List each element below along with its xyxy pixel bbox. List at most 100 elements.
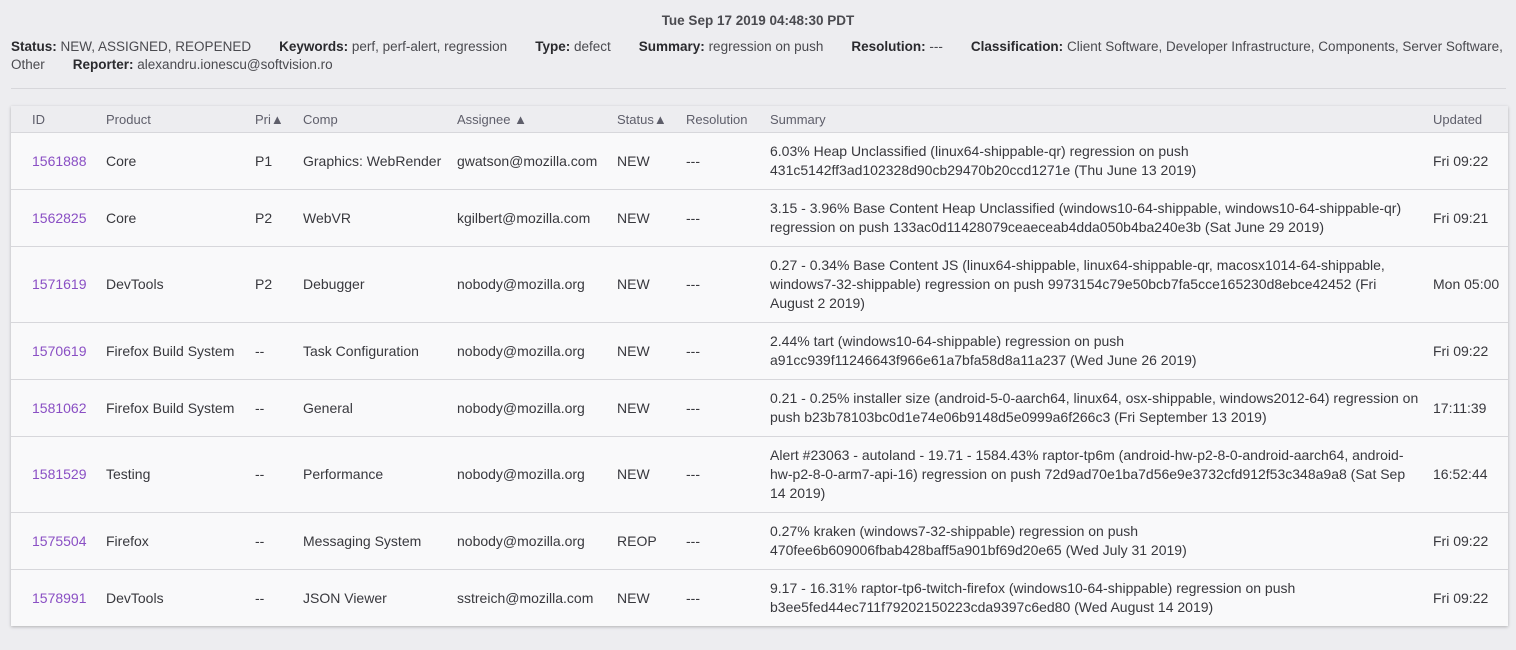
filter-label: Resolution:	[851, 39, 926, 54]
filter-label: Type:	[535, 39, 571, 54]
filter-keywords: Keywords: perf, perf-alert, regression	[279, 39, 507, 54]
cell-id: 1571619	[11, 246, 106, 323]
bug-id-link[interactable]: 1562825	[32, 209, 87, 226]
cell-status: NEW	[617, 322, 686, 380]
cell-id: 1570619	[11, 322, 106, 380]
cell-component: General	[303, 379, 457, 437]
filter-reporter: Reporter: alexandru.ionescu@softvision.r…	[73, 57, 333, 72]
cell-assignee: sstreich@mozilla.com	[457, 569, 617, 626]
cell-assignee: nobody@mozilla.org	[457, 379, 617, 437]
cell-summary: 2.44% tart (windows10-64-shippable) regr…	[770, 322, 1433, 380]
column-header-priority[interactable]: Pri▲	[255, 106, 303, 133]
cell-assignee: nobody@mozilla.org	[457, 436, 617, 513]
cell-updated: 17:11:39	[1433, 379, 1508, 437]
bug-id-link[interactable]: 1578991	[32, 589, 87, 606]
table-row[interactable]: 1562825 Core P2 WebVR kgilbert@mozilla.com NE…	[11, 189, 1508, 247]
filter-classification: Classification: Client Software, Develop…	[11, 39, 1503, 72]
cell-priority: --	[255, 569, 303, 626]
filter-value: NEW, ASSIGNED, REOPENED	[60, 39, 252, 54]
cell-summary: 3.15 - 3.96% Base Content Heap Unclassif…	[770, 189, 1433, 247]
column-header-component[interactable]: Comp	[303, 106, 457, 133]
cell-updated: Mon 05:00	[1433, 246, 1508, 323]
bug-id-link[interactable]: 1561888	[32, 152, 87, 169]
cell-updated: Fri 09:22	[1433, 322, 1508, 380]
report-datetime: Tue Sep 17 2019 04:48:30 PDT	[661, 13, 855, 28]
cell-status: NEW	[617, 436, 686, 513]
cell-assignee: nobody@mozilla.org	[457, 512, 617, 570]
cell-resolution: ---	[686, 512, 770, 570]
column-header-product[interactable]: Product	[106, 106, 255, 133]
table-row[interactable]: 1575504 Firefox -- Messaging System nobody@m…	[11, 512, 1508, 570]
column-header-status[interactable]: Status▲	[617, 106, 686, 133]
cell-updated: Fri 09:22	[1433, 512, 1508, 570]
cell-resolution: ---	[686, 379, 770, 437]
table-row[interactable]: 1581529 Testing -- Performance nobody@mozill…	[11, 436, 1508, 513]
cell-summary: 0.27 - 0.34% Base Content JS (linux64-sh…	[770, 246, 1433, 323]
cell-component: Graphics: WebRender	[303, 132, 457, 190]
cell-status: NEW	[617, 379, 686, 437]
cell-component: JSON Viewer	[303, 569, 457, 626]
cell-component: WebVR	[303, 189, 457, 247]
column-header-updated[interactable]: Updated	[1433, 106, 1508, 133]
filter-value: Client Software, Developer Infrastructur…	[11, 39, 1503, 72]
cell-component: Messaging System	[303, 512, 457, 570]
cell-priority: P2	[255, 189, 303, 247]
column-header-assignee[interactable]: Assignee ▲	[457, 106, 617, 133]
cell-priority: --	[255, 512, 303, 570]
column-header-summary[interactable]: Summary	[770, 106, 1433, 133]
cell-assignee: kgilbert@mozilla.com	[457, 189, 617, 247]
cell-status: NEW	[617, 569, 686, 626]
cell-status: NEW	[617, 132, 686, 190]
cell-id: 1575504	[11, 512, 106, 570]
filter-status: Status: NEW, ASSIGNED, REOPENED	[11, 39, 251, 54]
cell-priority: --	[255, 379, 303, 437]
column-header-id[interactable]: ID	[11, 106, 106, 133]
bug-id-link[interactable]: 1571619	[32, 276, 87, 292]
cell-status: REOP	[617, 512, 686, 570]
filter-resolution: Resolution: ---	[851, 39, 943, 54]
cell-updated: Fri 09:22	[1433, 132, 1508, 190]
column-header-resolution[interactable]: Resolution	[686, 106, 770, 133]
filter-type: Type: defect	[535, 39, 611, 54]
filter-value: regression on push	[708, 39, 824, 54]
cell-product: Core	[106, 189, 255, 247]
filter-summary: Summary: regression on push	[639, 39, 824, 54]
filter-value: alexandru.ionescu@softvision.ro	[137, 57, 333, 72]
cell-assignee: gwatson@mozilla.com	[457, 132, 617, 190]
cell-product: Firefox	[106, 512, 255, 570]
bug-id-link[interactable]: 1570619	[32, 342, 87, 359]
cell-resolution: ---	[686, 189, 770, 247]
bug-id-link[interactable]: 1581529	[32, 466, 87, 482]
cell-product: DevTools	[106, 569, 255, 626]
divider	[11, 88, 1506, 89]
table-row[interactable]: 1581062 Firefox Build System -- General nobo…	[11, 379, 1508, 437]
cell-resolution: ---	[686, 569, 770, 626]
filter-label: Keywords:	[279, 39, 349, 54]
filter-value: ---	[929, 39, 943, 54]
cell-priority: P1	[255, 132, 303, 190]
cell-updated: Fri 09:22	[1433, 569, 1508, 626]
cell-priority: --	[255, 322, 303, 380]
cell-status: NEW	[617, 246, 686, 323]
table-row[interactable]: 1561888 Core P1 Graphics: WebRender gwatson@…	[11, 132, 1508, 190]
bug-id-link[interactable]: 1581062	[32, 399, 87, 416]
cell-product: Testing	[106, 436, 255, 513]
filter-label: Status:	[11, 39, 57, 54]
cell-summary: 9.17 - 16.31% raptor-tp6-twitch-firefox …	[770, 569, 1433, 626]
bug-id-link[interactable]: 1575504	[32, 532, 87, 549]
cell-id: 1581062	[11, 379, 106, 437]
table-row[interactable]: 1570619 Firefox Build System -- Task Config…	[11, 322, 1508, 380]
filter-summary: Status: NEW, ASSIGNED, REOPENED Keywords:…	[11, 38, 1506, 74]
filter-label: Summary:	[638, 39, 705, 54]
table-header: ID Product Pri▲ Comp Assignee ▲ Status▲ Resolu…	[11, 106, 1508, 133]
bug-table: ID Product Pri▲ Comp Assignee ▲ Status▲ Resolu…	[11, 106, 1508, 626]
filter-value: defect	[573, 39, 611, 54]
table-row[interactable]: 1571619 DevTools P2 Debugger nobody@mozilla.…	[11, 246, 1508, 323]
cell-resolution: ---	[686, 246, 770, 323]
cell-resolution: ---	[686, 322, 770, 380]
cell-resolution: ---	[686, 436, 770, 513]
cell-product: Firefox Build System	[106, 379, 255, 437]
cell-summary: 0.27% kraken (windows7-32-shippable) reg…	[770, 512, 1433, 570]
table-row[interactable]: 1578991 DevTools -- JSON Viewer sstreich@moz…	[11, 569, 1508, 626]
cell-updated: 16:52:44	[1433, 436, 1508, 513]
